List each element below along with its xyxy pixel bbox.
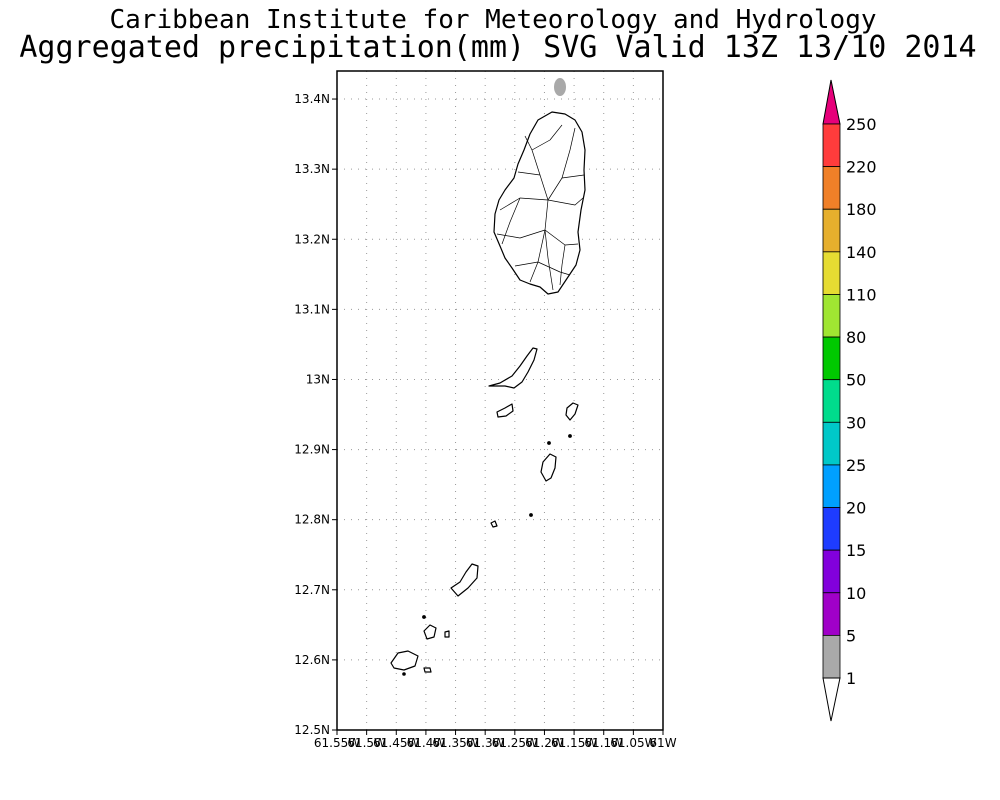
colorbar-box (822, 421, 841, 466)
lat-tick-label: 13N (306, 372, 330, 386)
colorbar-label: 110 (846, 285, 877, 304)
lon-tick-label: 61.1W (584, 736, 623, 750)
island-grenadine-islet (423, 667, 432, 673)
colorbar-box (822, 123, 841, 168)
colorbar-label: 10 (846, 584, 866, 603)
lat-tick-label: 12.7N (294, 583, 330, 597)
islet (568, 434, 572, 438)
colorbar-label: 80 (846, 328, 866, 347)
precip-cell (554, 78, 566, 96)
river-network (496, 124, 585, 291)
map-area: 13.4N 13.3N 13.2N 13.1N 13N 12.9N 12.8N 12.7N 12… (294, 70, 677, 750)
colorbar-label: 140 (846, 243, 877, 262)
lon-tick-label: 61.3W (466, 736, 505, 750)
lat-tick-label: 12.6N (294, 653, 330, 667)
lon-tick-label: 61.4W (407, 736, 446, 750)
colorbar-label: 30 (846, 413, 866, 432)
map-frame (336, 70, 664, 731)
latitude-axis: 13.4N 13.3N 13.2N 13.1N 13N 12.9N 12.8N 12.7N 12… (294, 92, 337, 737)
island-st-vincent (493, 111, 586, 295)
colorbar-label: 220 (846, 158, 877, 177)
colorbar-box (822, 464, 841, 508)
island-bequia (488, 347, 538, 389)
colorbar-box (822, 634, 841, 679)
colorbar-top-arrow (822, 79, 841, 125)
lon-tick-label: 61W (649, 736, 676, 750)
lat-tick-label: 12.5N (294, 723, 330, 737)
island-union (450, 563, 479, 597)
island-mayreau (490, 520, 498, 528)
lon-tick-label: 61.55W (314, 736, 360, 750)
lat-tick-label: 12.8N (294, 513, 330, 527)
colorbar-label: 25 (846, 456, 866, 475)
colorbar-label: 15 (846, 541, 866, 560)
lon-tick-label: 61.2W (525, 736, 564, 750)
map-title: Caribbean Institute for Meteorology and … (109, 5, 876, 35)
islet (402, 672, 406, 676)
colorbar-bottom-arrow (822, 677, 841, 722)
islands (390, 111, 586, 676)
lat-tick-label: 13.1N (294, 302, 330, 316)
colorbar-box (822, 166, 841, 210)
island-carriacou (423, 624, 437, 640)
colorbar-box (822, 208, 841, 253)
colorbar: 250 220 180 140 110 80 50 30 25 20 15 10 5 1 (822, 79, 877, 722)
colorbar-box (822, 336, 841, 381)
lat-tick-label: 13.4N (294, 92, 330, 106)
colorbar-label: 20 (846, 499, 866, 518)
lon-tick-label: 61.45W (373, 736, 419, 750)
colorbar-box (822, 294, 841, 338)
colorbar-boxes (822, 123, 841, 679)
colorbar-box (822, 507, 841, 551)
lon-tick-label: 61.15W (551, 736, 597, 750)
colorbar-box (822, 251, 841, 295)
lat-tick-label: 13.2N (294, 232, 330, 246)
island-grenadine-south (390, 650, 419, 671)
colorbar-label: 1 (846, 669, 856, 688)
colorbar-label: 5 (846, 626, 856, 645)
lat-tick-label: 13.3N (294, 162, 330, 176)
map-subtitle: Aggregated precipitation(mm) SVG Valid 1… (19, 30, 976, 65)
island-canouan (540, 453, 557, 482)
island-mustique (565, 402, 579, 421)
precipitation-cells (554, 78, 566, 96)
island-petit-martinique (444, 630, 450, 638)
islet (422, 615, 426, 619)
colorbar-box (822, 549, 841, 594)
longitude-axis: 61.55W61.5W61.45W61.4W61.35W61.3W61.25W6… (314, 730, 677, 750)
lat-tick-label: 12.9N (294, 443, 330, 457)
lon-tick-label: 61.5W (347, 736, 386, 750)
colorbar-label: 50 (846, 371, 866, 390)
colorbar-labels: 250 220 180 140 110 80 50 30 25 20 15 10 5 1 (846, 115, 877, 688)
lon-tick-label: 61.05W (610, 736, 656, 750)
island-bequia-islet (496, 403, 514, 418)
islet (547, 441, 551, 445)
islet (529, 513, 533, 517)
colorbar-label: 180 (846, 200, 877, 219)
lon-tick-label: 61.25W (492, 736, 538, 750)
grid-lines (337, 71, 663, 730)
lon-tick-label: 61.35W (432, 736, 478, 750)
map-background (337, 71, 663, 730)
colorbar-label: 250 (846, 115, 877, 134)
colorbar-box (822, 592, 841, 636)
colorbar-box (822, 379, 841, 423)
